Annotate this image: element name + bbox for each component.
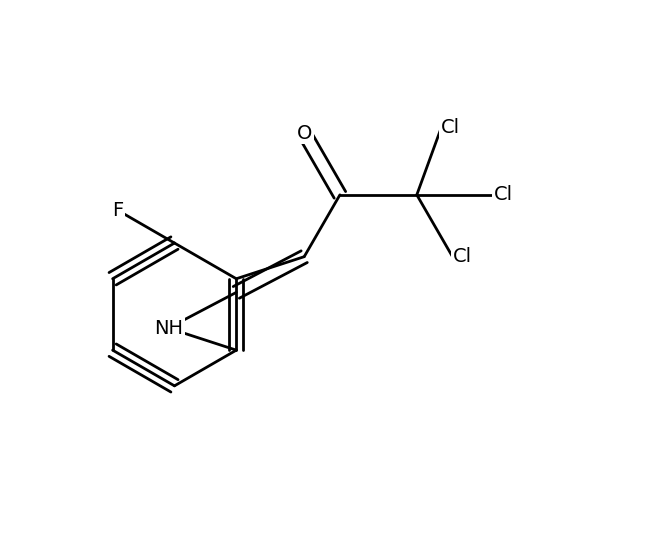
Text: NH: NH [154,319,183,338]
Text: Cl: Cl [494,185,513,204]
Text: O: O [297,124,312,142]
Text: Cl: Cl [453,247,471,266]
Text: F: F [112,200,123,220]
Text: Cl: Cl [441,118,460,137]
